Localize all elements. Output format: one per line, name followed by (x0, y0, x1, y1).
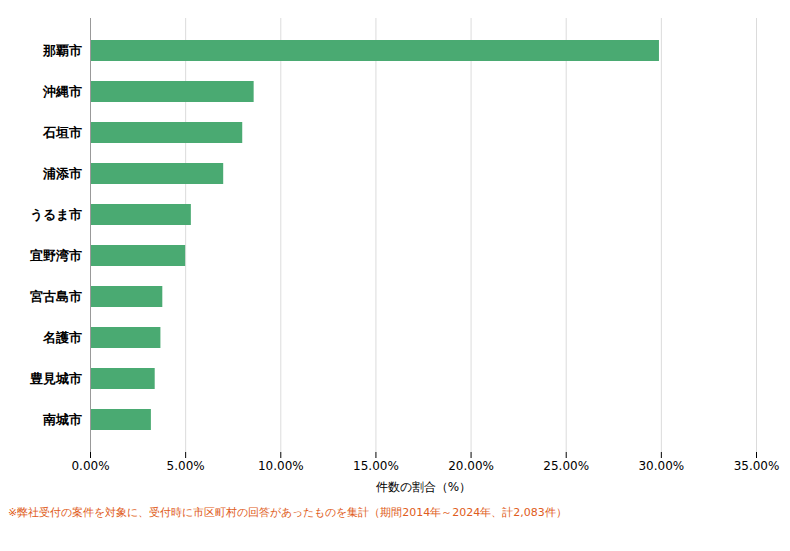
svg-text:30.00%: 30.00% (638, 459, 684, 473)
svg-text:35.00%: 35.00% (734, 459, 780, 473)
svg-text:20.00%: 20.00% (448, 459, 494, 473)
svg-text:0.00%: 0.00% (71, 459, 109, 473)
svg-text:宜野湾市: 宜野湾市 (30, 248, 82, 263)
svg-text:25.00%: 25.00% (543, 459, 589, 473)
svg-text:うるま市: うるま市 (30, 207, 82, 222)
svg-text:件数の割合（%）: 件数の割合（%） (376, 480, 471, 494)
svg-text:沖縄市: 沖縄市 (42, 84, 82, 99)
svg-text:南城市: 南城市 (42, 412, 82, 427)
svg-text:名護市: 名護市 (42, 330, 82, 345)
svg-text:浦添市: 浦添市 (42, 166, 82, 181)
svg-text:10.00%: 10.00% (258, 459, 304, 473)
svg-text:宮古島市: 宮古島市 (30, 289, 82, 304)
svg-text:那覇市: 那覇市 (42, 43, 82, 58)
svg-text:5.00%: 5.00% (167, 459, 205, 473)
svg-text:石垣市: 石垣市 (42, 125, 82, 140)
svg-text:豊見城市: 豊見城市 (29, 371, 82, 386)
svg-text:15.00%: 15.00% (353, 459, 399, 473)
html-text:※弊社受付の案件を対象に、受付時に市区町村の回答があったもの: ※弊社受付の案件を対象に、受付時に市区町村の回答があったものを集計（期間2014… (8, 506, 567, 519)
